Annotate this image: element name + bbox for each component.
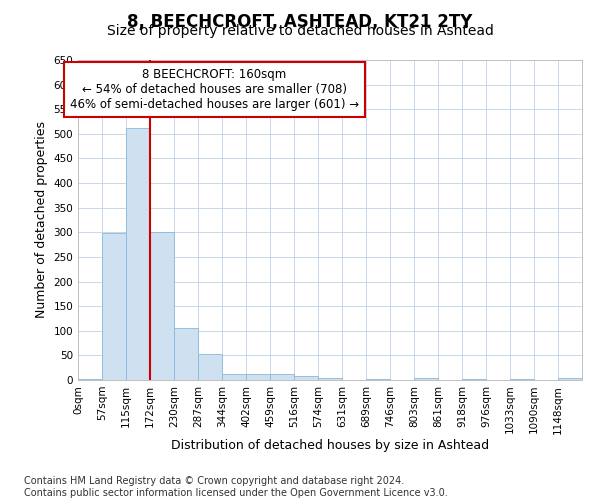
Bar <box>558 378 582 380</box>
Bar <box>198 354 222 380</box>
Text: Contains HM Land Registry data © Crown copyright and database right 2024.
Contai: Contains HM Land Registry data © Crown c… <box>24 476 448 498</box>
Text: Size of property relative to detached houses in Ashtead: Size of property relative to detached ho… <box>107 24 493 38</box>
X-axis label: Distribution of detached houses by size in Ashtead: Distribution of detached houses by size … <box>171 439 489 452</box>
Bar <box>222 374 246 380</box>
Bar <box>414 378 438 380</box>
Y-axis label: Number of detached properties: Number of detached properties <box>35 122 48 318</box>
Bar <box>462 378 486 380</box>
Bar <box>150 232 174 380</box>
Bar <box>102 234 126 380</box>
Bar <box>174 328 198 380</box>
Bar <box>366 378 390 380</box>
Bar <box>246 374 270 380</box>
Bar <box>294 376 318 380</box>
Bar <box>78 378 102 380</box>
Bar <box>510 378 534 380</box>
Text: 8 BEECHCROFT: 160sqm
← 54% of detached houses are smaller (708)
46% of semi-deta: 8 BEECHCROFT: 160sqm ← 54% of detached h… <box>70 68 359 111</box>
Bar <box>126 128 150 380</box>
Bar <box>318 378 342 380</box>
Bar <box>270 374 294 380</box>
Text: 8, BEECHCROFT, ASHTEAD, KT21 2TY: 8, BEECHCROFT, ASHTEAD, KT21 2TY <box>127 12 473 30</box>
